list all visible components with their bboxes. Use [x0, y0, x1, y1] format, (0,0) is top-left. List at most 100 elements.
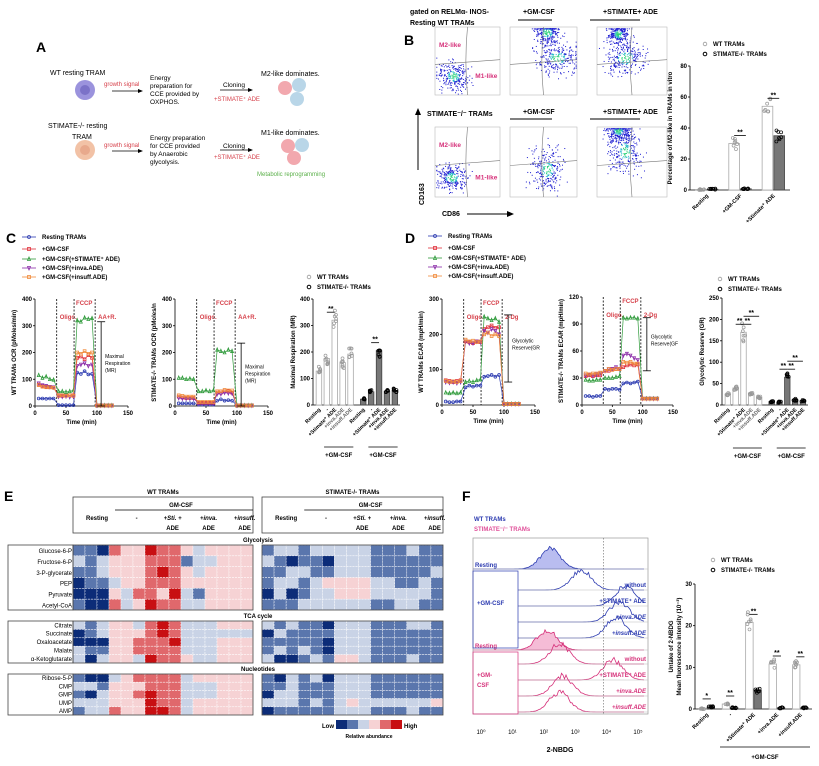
event-dot: [552, 28, 554, 30]
data-point: [632, 380, 636, 385]
heatmap-cell: [168, 645, 182, 655]
event-dot: [575, 61, 577, 63]
event-dot: [631, 138, 633, 140]
event-dot: [612, 69, 614, 71]
bar: [745, 621, 754, 710]
event-dot: [629, 150, 631, 152]
heatmap-title: WT TRAMs: [147, 490, 179, 496]
heatmap-cell: [273, 654, 287, 664]
event-dot: [609, 146, 611, 148]
data-point: [323, 353, 328, 358]
heatmap-cell: [297, 645, 311, 655]
heatmap-cell: [108, 654, 122, 664]
event-dot: [610, 28, 612, 30]
data-point: [79, 352, 83, 356]
heatmap-cell: [418, 566, 432, 578]
event-dot: [461, 171, 463, 173]
heatmap-cell: [261, 706, 275, 716]
event-dot: [619, 167, 621, 169]
event-dot: [555, 40, 557, 42]
event-dot: [543, 38, 545, 40]
event-dot: [546, 29, 548, 31]
event-dot: [566, 181, 568, 183]
event-dot: [622, 47, 624, 49]
data-point: [187, 375, 192, 381]
event-dot: [644, 57, 646, 59]
heatmap-cell: [216, 577, 230, 589]
heatmap-cell: [216, 620, 230, 630]
event-dot: [553, 165, 555, 167]
event-dot: [451, 67, 453, 69]
event-dot: [610, 61, 612, 63]
event-dot: [613, 154, 615, 156]
heatmap-cell: [334, 637, 347, 647]
heatmap-cell: [370, 690, 383, 699]
event-dot: [625, 47, 627, 49]
event-dot: [634, 142, 636, 144]
event-dot: [443, 179, 445, 181]
event-dot: [436, 166, 438, 168]
event-dot: [446, 186, 448, 188]
event-dot: [545, 160, 547, 162]
event-dot: [453, 65, 455, 67]
heatmap-cell: [108, 673, 122, 683]
event-dot: [560, 37, 562, 39]
heatmap-cell: [285, 566, 299, 578]
wt-tram-nucleus-icon: [80, 85, 90, 95]
data-point: [497, 319, 502, 324]
event-dot: [542, 56, 544, 58]
event-dot: [450, 71, 452, 73]
event-dot: [615, 130, 617, 132]
event-dot: [608, 72, 610, 74]
event-dot: [457, 183, 459, 185]
heatmap-cell: [96, 588, 110, 600]
event-dot: [552, 153, 554, 155]
event-dot: [615, 129, 617, 131]
heatmap-cell: [96, 673, 110, 683]
event-dot: [620, 28, 622, 30]
gm-csf-header: GM-CSF: [359, 503, 383, 509]
event-dot: [616, 157, 618, 159]
event-dot: [618, 36, 620, 38]
event-dot: [618, 59, 620, 61]
data-point: [325, 361, 330, 366]
event-dot: [569, 56, 571, 58]
event-dot: [451, 185, 453, 187]
event-dot: [619, 134, 621, 136]
heatmap-cell: [261, 654, 275, 664]
bar: [728, 143, 740, 191]
event-dot: [627, 34, 629, 36]
heatmap-cell: [228, 681, 242, 691]
y-tick-label: 0: [716, 403, 720, 409]
heatmap-cell: [144, 566, 158, 578]
heatmap-cell: [216, 598, 230, 611]
event-dot: [439, 175, 441, 177]
event-dot: [616, 51, 618, 53]
event-dot: [566, 41, 568, 43]
event-dot: [618, 143, 620, 145]
heatmap-cell: [370, 629, 383, 639]
event-dot: [623, 134, 625, 136]
data-point: [324, 357, 329, 361]
event-dot: [618, 34, 620, 36]
heatmap-cell: [216, 654, 230, 664]
event-dot: [455, 68, 457, 70]
step-stimate-2: +STIMATE+ ADE: [603, 109, 658, 116]
data-point: [451, 379, 455, 384]
data-point: [794, 662, 799, 667]
heatmap-cell: [418, 681, 432, 691]
event-dot: [436, 75, 438, 77]
heatmap-cell: [216, 706, 230, 716]
heatmap-cell: [322, 637, 335, 647]
heatmap-cell: [358, 620, 371, 630]
heatmap-cell: [192, 698, 206, 708]
scale-swatch: [369, 720, 380, 729]
event-dot: [467, 77, 469, 79]
event-dot: [611, 32, 613, 34]
heatmap-cell: [120, 620, 134, 630]
bar: [784, 376, 791, 406]
heatmap-cell: [144, 620, 158, 630]
event-dot: [452, 89, 454, 91]
data-point: [482, 313, 487, 319]
event-dot: [558, 29, 560, 31]
